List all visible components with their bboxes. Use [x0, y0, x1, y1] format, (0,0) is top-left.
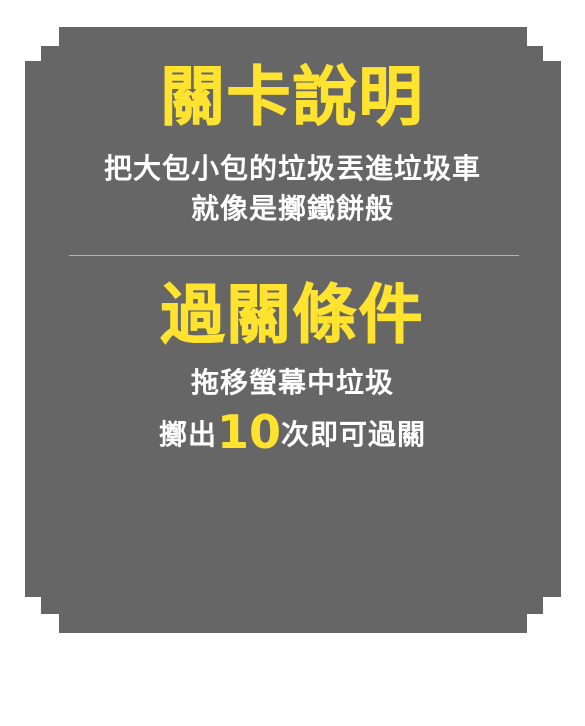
clear-condition-line-2: 擲出10次即可過關: [0, 409, 585, 455]
section-divider: [69, 255, 519, 256]
level-info-title: 關卡說明: [160, 61, 425, 135]
level-info-line-1: 把大包小包的垃圾丟進垃圾車: [103, 152, 481, 185]
clear-condition-prefix: 擲出: [158, 418, 217, 451]
level-info-line-2: 就像是擲鐵餅般: [190, 192, 394, 225]
clear-condition-line-1: 拖移螢幕中垃圾: [190, 366, 394, 399]
clear-condition-title: 過關條件: [160, 279, 425, 353]
clear-condition-suffix: 次即可過關: [281, 418, 427, 451]
throw-count: 10: [216, 405, 281, 459]
